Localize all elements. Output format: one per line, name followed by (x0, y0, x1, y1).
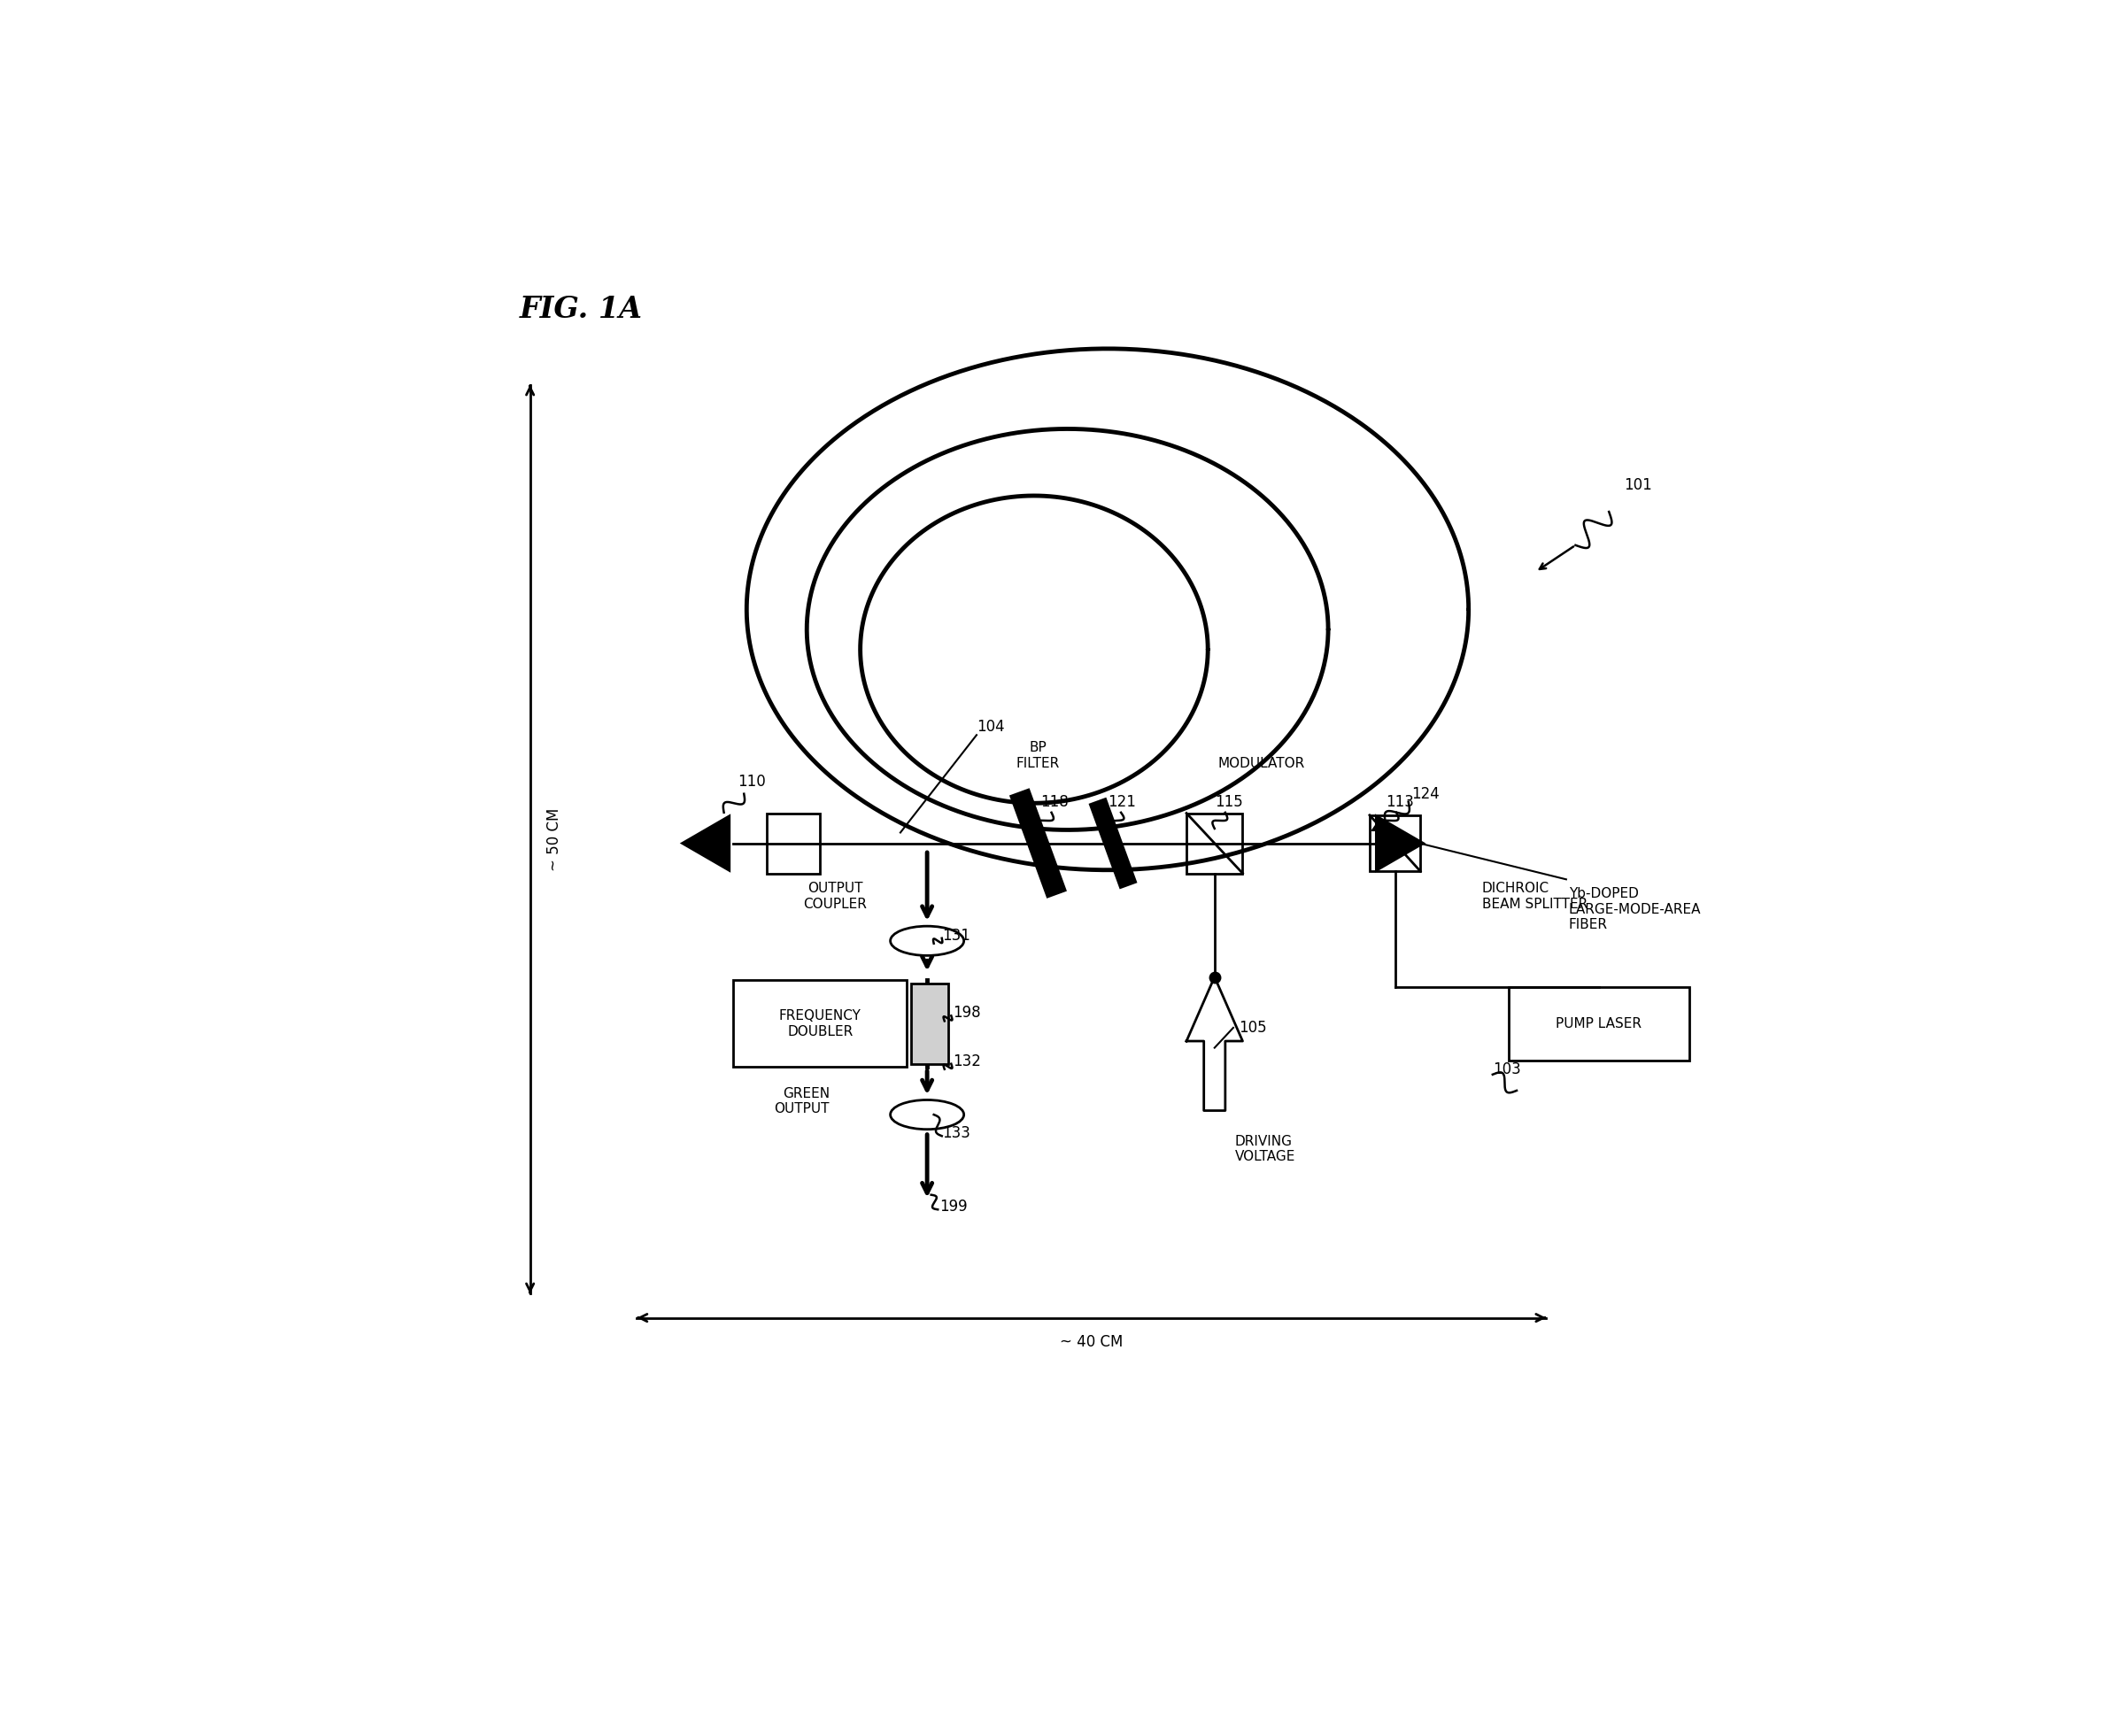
Text: MODULATOR: MODULATOR (1217, 757, 1305, 769)
Text: 199: 199 (939, 1200, 968, 1215)
Bar (1508, 988, 1689, 1061)
Polygon shape (1010, 788, 1067, 899)
Text: 115: 115 (1215, 793, 1242, 809)
Text: 105: 105 (1238, 1019, 1268, 1036)
Text: OUTPUT
COUPLER: OUTPUT COUPLER (804, 882, 867, 911)
Text: 121: 121 (1107, 793, 1137, 809)
Text: 104: 104 (976, 719, 1004, 734)
Text: ~ 50 CM: ~ 50 CM (546, 807, 561, 871)
Bar (768, 812, 820, 873)
Text: FREQUENCY
DOUBLER: FREQUENCY DOUBLER (778, 1009, 860, 1038)
Text: FIG. 1A: FIG. 1A (519, 295, 643, 325)
Text: 132: 132 (953, 1054, 981, 1069)
Polygon shape (679, 814, 730, 873)
Text: PUMP LASER: PUMP LASER (1556, 1017, 1643, 1031)
Text: DICHROIC
BEAM SPLITTER: DICHROIC BEAM SPLITTER (1483, 882, 1588, 911)
Bar (1187, 812, 1242, 873)
Polygon shape (1187, 977, 1242, 1111)
Text: Yb-DOPED
LARGE-MODE-AREA
FIBER: Yb-DOPED LARGE-MODE-AREA FIBER (1569, 887, 1702, 932)
Text: 131: 131 (943, 927, 970, 943)
Text: 103: 103 (1493, 1061, 1521, 1076)
Text: 124: 124 (1411, 786, 1438, 802)
Text: 113: 113 (1386, 793, 1413, 809)
Text: 133: 133 (943, 1125, 970, 1141)
Text: 118: 118 (1040, 793, 1069, 809)
Bar (1369, 816, 1421, 871)
Text: BP
FILTER: BP FILTER (1017, 741, 1061, 769)
Text: 198: 198 (953, 1005, 981, 1021)
Polygon shape (1088, 797, 1137, 889)
Text: ~ 40 CM: ~ 40 CM (1061, 1333, 1124, 1351)
Text: DRIVING
VOLTAGE: DRIVING VOLTAGE (1234, 1135, 1295, 1163)
Text: 101: 101 (1624, 477, 1651, 493)
Polygon shape (1375, 814, 1426, 873)
Bar (911, 984, 949, 1064)
Text: 110: 110 (738, 774, 766, 790)
Bar (734, 981, 907, 1068)
Text: GREEN
OUTPUT: GREEN OUTPUT (774, 1087, 829, 1116)
